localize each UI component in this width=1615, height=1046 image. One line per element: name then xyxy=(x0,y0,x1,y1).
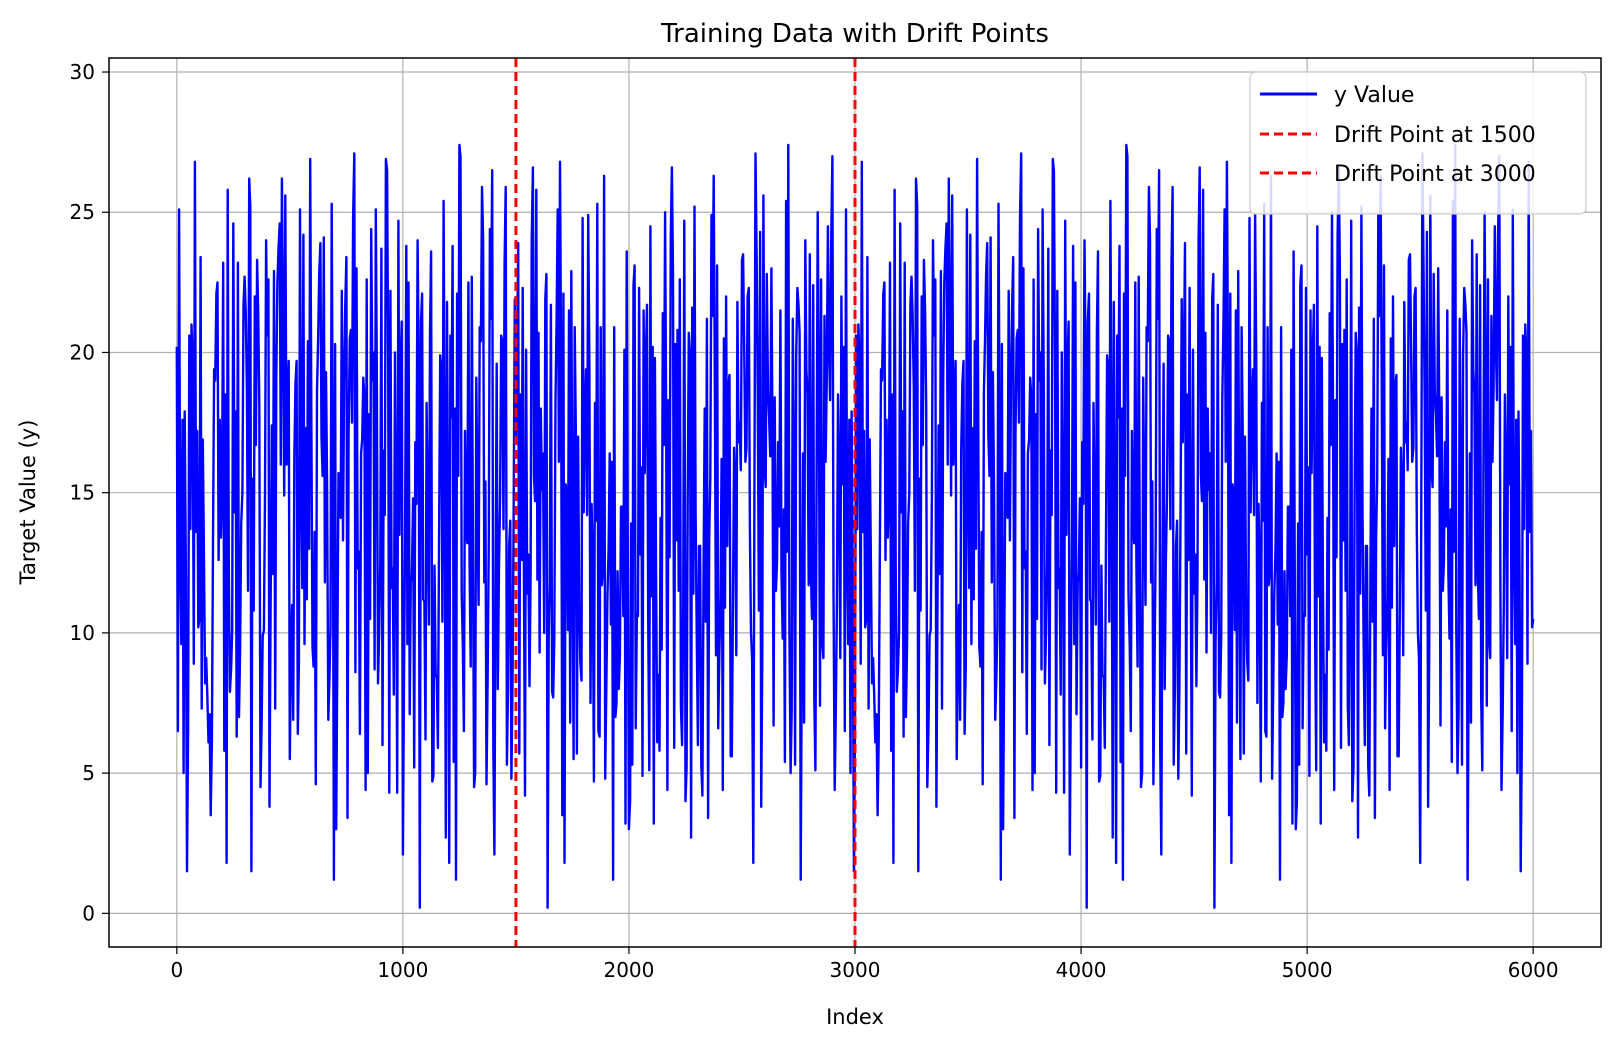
y-tick-label: 0 xyxy=(82,901,95,925)
chart-title: Training Data with Drift Points xyxy=(660,19,1049,49)
y-tick-label: 10 xyxy=(70,621,95,645)
x-tick-label: 0 xyxy=(170,958,183,982)
x-tick-label: 6000 xyxy=(1508,958,1559,982)
x-tick-label: 2000 xyxy=(603,958,654,982)
x-tick-label: 4000 xyxy=(1056,958,1107,982)
legend-label-y-value: y Value xyxy=(1334,83,1414,108)
axis-ticks: 0 1000 2000 3000 4000 5000 6000 0 5 10 15 20 25 30 xyxy=(70,60,1559,982)
y-tick-label: 25 xyxy=(70,200,95,224)
y-tick-label: 15 xyxy=(70,481,95,505)
y-tick-label: 30 xyxy=(70,60,95,84)
x-tick-label: 5000 xyxy=(1282,958,1333,982)
plot-area xyxy=(175,58,1535,947)
legend-label-drift-1500: Drift Point at 1500 xyxy=(1334,123,1536,148)
legend-box xyxy=(1249,71,1587,215)
y-tick-label: 20 xyxy=(70,340,95,364)
legend: y Value Drift Point at 1500 Drift Point … xyxy=(1249,71,1587,215)
y-axis-label: Target Value (y) xyxy=(16,420,40,586)
x-tick-label: 3000 xyxy=(830,958,881,982)
legend-label-drift-3000: Drift Point at 3000 xyxy=(1334,162,1536,187)
y-tick-label: 5 xyxy=(82,761,95,785)
x-tick-label: 1000 xyxy=(377,958,428,982)
x-axis-label: Index xyxy=(826,1005,884,1029)
